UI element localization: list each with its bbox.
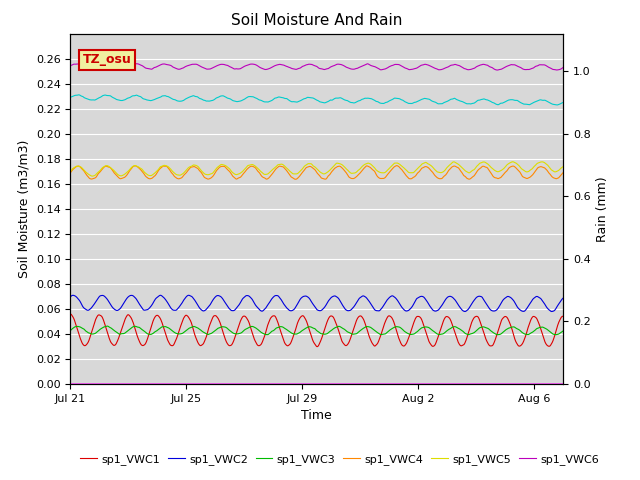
Y-axis label: Soil Moisture (m3/m3): Soil Moisture (m3/m3) xyxy=(17,140,30,278)
Text: TZ_osu: TZ_osu xyxy=(83,53,131,66)
Title: Soil Moisture And Rain: Soil Moisture And Rain xyxy=(231,13,403,28)
Y-axis label: Rain (mm): Rain (mm) xyxy=(596,176,609,241)
X-axis label: Time: Time xyxy=(301,409,332,422)
